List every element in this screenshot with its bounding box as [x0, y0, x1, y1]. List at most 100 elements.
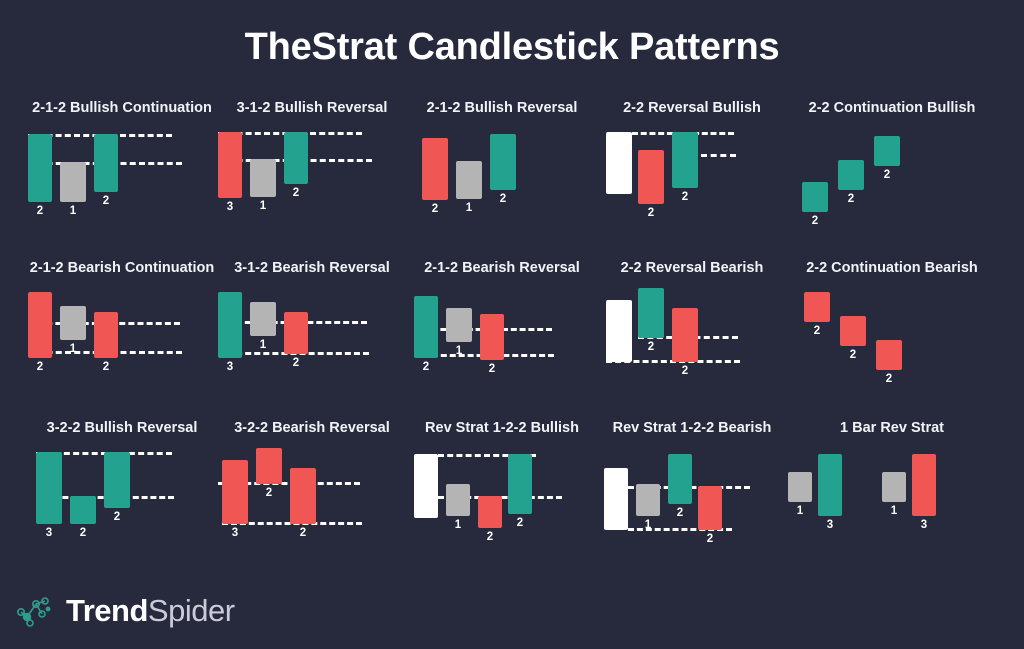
pattern-title: 3-2-2 Bullish Reversal — [46, 420, 198, 436]
candle-bar-up — [672, 132, 698, 188]
pattern-plot: 2 1 2 — [22, 124, 222, 242]
candle-bar-up — [414, 296, 438, 358]
candle-bar-down — [256, 448, 282, 484]
pattern-title: 2-1-2 Bearish Continuation — [29, 260, 215, 276]
candle-bar-down — [698, 486, 722, 530]
candle-bar-down — [290, 468, 316, 524]
bar-type-label: 2 — [499, 193, 507, 205]
pattern-title: 3-2-2 Bearish Reversal — [234, 420, 390, 436]
candle-bar-up — [284, 132, 308, 184]
pattern-plot: 3 2 2 — [212, 444, 412, 562]
pattern-card: 1 Bar Rev Strat 1 3 1 3 — [782, 420, 1002, 570]
bar-type-label: 2 — [488, 363, 496, 375]
candle-bar-down — [478, 496, 502, 528]
bar-type-label: 2 — [811, 215, 819, 227]
pattern-title: 2-2 Continuation Bullish — [808, 100, 976, 116]
bar-type-label: 1 — [644, 519, 652, 531]
bar-type-label: 1 — [259, 200, 267, 212]
pattern-card: 3-1-2 Bullish Reversal 3 1 2 — [212, 100, 412, 250]
pattern-title: 2-1-2 Bearish Reversal — [424, 260, 580, 276]
candle-bar-up — [490, 134, 516, 190]
pattern-plot: 3 2 2 — [22, 444, 222, 562]
pattern-title: Rev Strat 1-2-2 Bullish — [425, 420, 579, 436]
candle-bar-down — [672, 308, 698, 362]
candle-bar-down — [222, 460, 248, 524]
candle-bar-up — [28, 134, 52, 202]
candle-bar-inside — [250, 302, 276, 336]
pattern-card: 2-1-2 Bearish Reversal 2 1 2 — [402, 260, 602, 410]
candle-bar-down — [28, 292, 52, 358]
pattern-plot: 1 2 2 — [402, 444, 602, 562]
bar-type-label: 3 — [231, 527, 239, 539]
candle-bar-blank — [606, 132, 632, 194]
pattern-card: 2-2 Reversal Bullish 2 2 — [592, 100, 792, 250]
candle-bar-down — [94, 312, 118, 358]
bar-type-label: 2 — [681, 191, 689, 203]
bar-type-label: 2 — [102, 195, 110, 207]
pattern-plot: 2 1 2 — [402, 124, 602, 242]
bar-type-label: 1 — [454, 519, 462, 531]
candle-bar-down — [840, 316, 866, 346]
candle-bar-inside — [446, 484, 470, 516]
pattern-title: 3-1-2 Bullish Reversal — [236, 100, 388, 116]
bar-type-label: 2 — [647, 207, 655, 219]
pattern-grid: 2-1-2 Bullish Continuation 2 1 2 3-1-2 Bulli… — [0, 100, 1024, 570]
bar-type-label: 2 — [422, 361, 430, 373]
pattern-plot: 2 1 2 — [22, 284, 222, 402]
bar-type-label: 2 — [883, 169, 891, 181]
pattern-card: 3-2-2 Bullish Reversal 3 2 2 — [22, 420, 222, 570]
pattern-title: 3-1-2 Bearish Reversal — [234, 260, 390, 276]
pattern-card: 2-1-2 Bearish Continuation 2 1 2 — [22, 260, 222, 410]
bar-type-label: 1 — [796, 505, 804, 517]
candle-bar-down — [284, 312, 308, 354]
pattern-title: 2-2 Reversal Bearish — [620, 260, 764, 276]
bar-type-label: 2 — [265, 487, 273, 499]
bar-type-label: 2 — [681, 365, 689, 377]
bar-type-label: 3 — [226, 201, 234, 213]
candle-bar-inside — [446, 308, 472, 342]
pattern-title: Rev Strat 1-2-2 Bearish — [612, 420, 772, 436]
pattern-plot: 1 3 1 3 — [782, 444, 1002, 562]
pattern-card: 2-2 Continuation Bullish 2 2 2 — [782, 100, 1002, 250]
pattern-card: 2-1-2 Bullish Reversal 2 1 2 — [402, 100, 602, 250]
candle-bar-inside — [636, 484, 660, 516]
bar-type-label: 3 — [826, 519, 834, 531]
pattern-card: 2-2 Reversal Bearish 2 2 — [592, 260, 792, 410]
pattern-plot: 3 1 2 — [212, 124, 412, 242]
candle-bar-down — [480, 314, 504, 360]
bar-type-label: 2 — [299, 527, 307, 539]
pattern-title: 1 Bar Rev Strat — [840, 420, 944, 436]
page-title: TheStrat Candlestick Patterns — [244, 26, 780, 68]
bar-type-label: 1 — [890, 505, 898, 517]
bar-type-label: 2 — [847, 193, 855, 205]
candle-bar-inside — [60, 162, 86, 202]
level-dashed-line — [672, 154, 736, 157]
candle-bar-blank — [414, 454, 438, 518]
pattern-card: 3-2-2 Bearish Reversal 3 2 2 — [212, 420, 412, 570]
candle-bar-inside — [788, 472, 812, 502]
brand-trend: Trend — [66, 592, 148, 628]
bar-type-label: 1 — [69, 205, 77, 217]
candle-bar-down — [876, 340, 902, 370]
pattern-title: 2-2 Reversal Bullish — [623, 100, 761, 116]
pattern-plot: 1 2 2 — [592, 444, 792, 562]
brand-wordmark: TrendSpider — [66, 595, 235, 626]
candle-bar-down — [912, 454, 936, 516]
candle-bar-inside — [250, 159, 276, 197]
bar-type-label: 3 — [226, 361, 234, 373]
pattern-plot: 3 1 2 — [212, 284, 412, 402]
candle-bar-up — [874, 136, 900, 166]
candle-bar-down — [218, 132, 242, 198]
pattern-title: 2-1-2 Bullish Continuation — [32, 100, 212, 116]
node-graph-icon — [14, 590, 60, 630]
bar-type-label: 2 — [292, 187, 300, 199]
bar-type-label: 2 — [292, 357, 300, 369]
candle-bar-up — [36, 452, 62, 524]
brand-spider: Spider — [147, 592, 235, 628]
level-dashed-line — [438, 454, 536, 457]
bar-type-label: 2 — [849, 349, 857, 361]
candle-bar-up — [638, 288, 664, 338]
bar-type-label: 3 — [45, 527, 53, 539]
